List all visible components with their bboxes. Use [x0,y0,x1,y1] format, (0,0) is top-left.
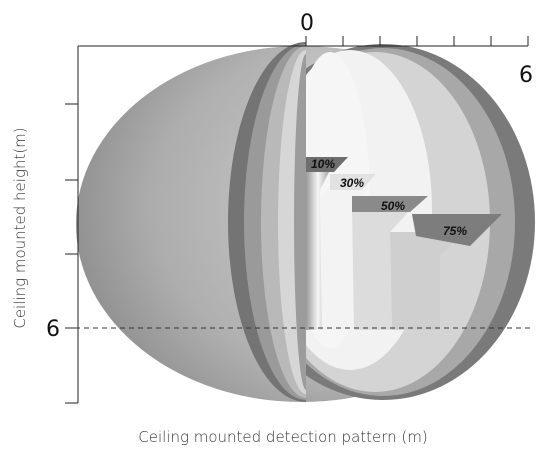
top-axis [78,36,529,47]
zone-label-50: 50% [381,199,405,213]
left-axis-mark-label: 6 [46,317,60,342]
left-cutaway [228,42,306,402]
zone-tab-50 [352,196,428,212]
left-axis [65,46,79,404]
zone-labels: 10% 30% 50% 75% [311,157,467,238]
zone-label-10: 10% [311,157,335,171]
y-axis-title: Ceiling mounted height(m) [11,127,29,328]
zone-tab-10 [306,157,348,172]
zone-tabs [306,157,502,246]
zone-tab-75 [412,214,502,246]
stepped-cutaway [306,170,466,330]
zone-label-30: 30% [340,176,364,190]
zone-tab-30 [330,174,376,190]
x-axis-title: Ceiling mounted detection pattern (m) [138,428,428,446]
zone-label-75: 75% [443,224,467,238]
top-axis-zero-label: 0 [300,11,314,36]
top-axis-max-label: 6 [519,63,533,88]
